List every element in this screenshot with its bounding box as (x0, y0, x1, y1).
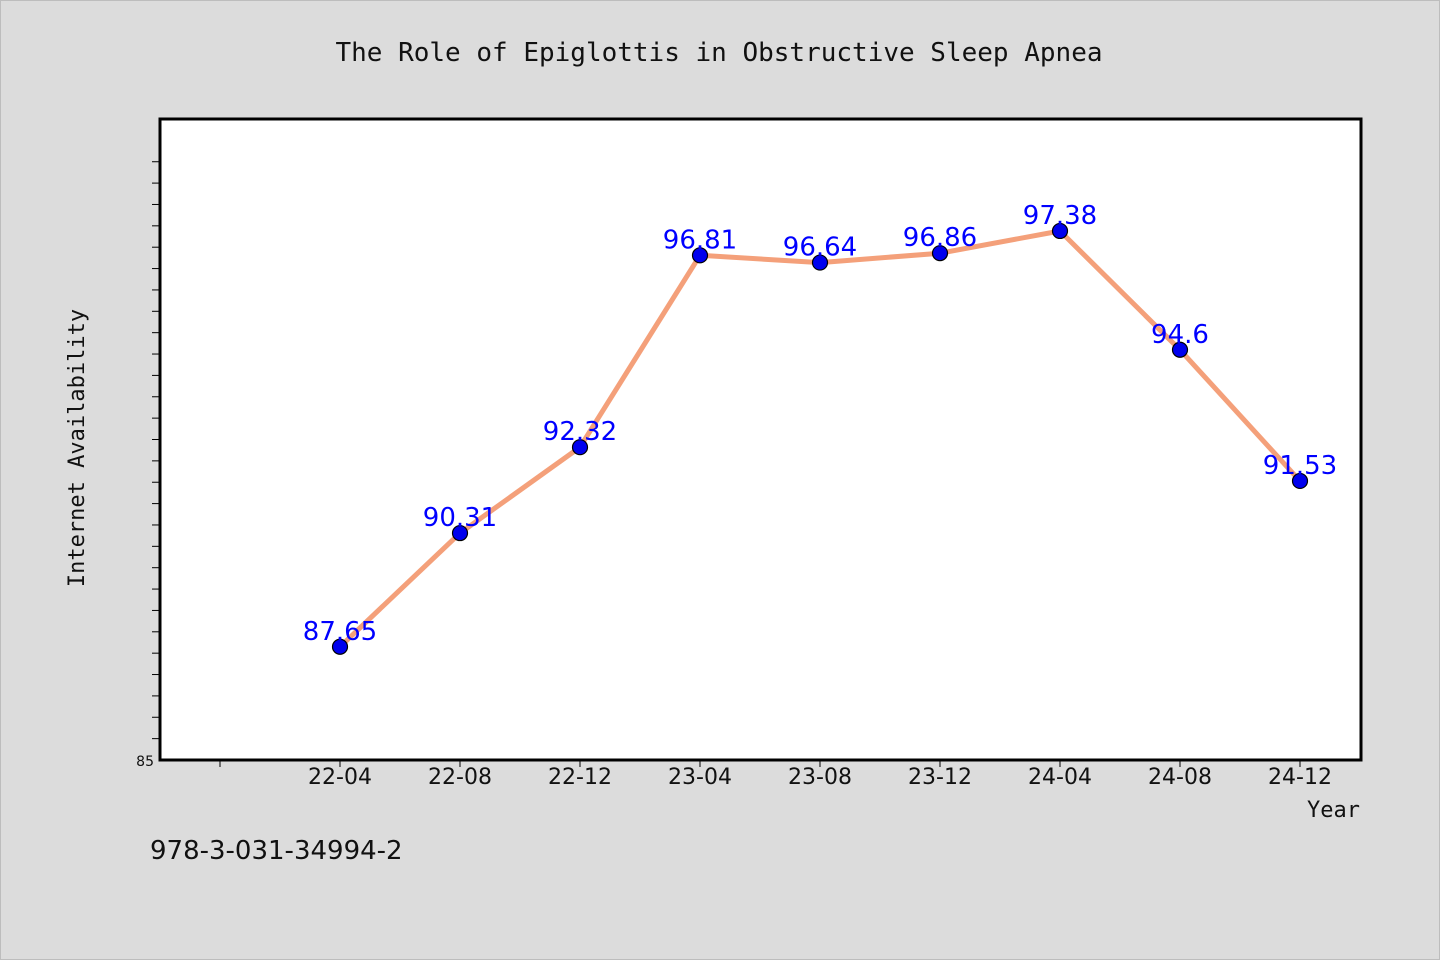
y-axis-ticks (152, 161, 160, 740)
data-point (811, 254, 829, 271)
data-label: 91.53 (1263, 451, 1337, 481)
x-tick-label: 24-08 (1148, 765, 1212, 790)
data-point (451, 524, 469, 542)
data-point (931, 245, 949, 262)
x-axis-title: Year (1307, 798, 1360, 823)
chart-title: The Role of Epiglottis in Obstructive Sl… (335, 38, 1102, 68)
y-tick-label-85: 85 (136, 754, 154, 770)
x-tick-label: 23-04 (668, 765, 732, 790)
x-tick-label: 23-12 (908, 765, 972, 790)
data-point (331, 638, 349, 655)
data-label: 96.86 (903, 223, 977, 253)
data-point (1171, 341, 1189, 358)
data-label: 92.32 (543, 417, 617, 447)
data-label: 90.31 (423, 503, 497, 533)
isbn-text: 978-3-031-34994-2 (150, 836, 403, 866)
x-tick-label: 24-04 (1028, 765, 1092, 790)
x-tick-label: 22-08 (428, 765, 492, 790)
x-tick-label: 22-12 (548, 765, 612, 790)
data-point (571, 439, 589, 456)
series-points (331, 222, 1309, 655)
y-axis-title: Internet Availability (65, 309, 90, 587)
data-labels: 87.65 90.31 92.32 96.81 96.64 96.86 97.38 94.6 9… (303, 201, 1337, 647)
data-point (1051, 222, 1069, 240)
x-tick-label: 22-04 (308, 765, 372, 790)
data-point (1291, 472, 1309, 490)
data-label: 87.65 (303, 617, 377, 647)
data-point (691, 247, 709, 264)
data-label: 94.6 (1151, 320, 1209, 350)
x-tick-label: 23-08 (788, 765, 852, 790)
x-axis-ticks (219, 760, 1301, 767)
plot-area (158, 117, 1363, 762)
x-tick-label: 24-12 (1268, 765, 1332, 790)
x-axis-tick-labels: 22-04 22-08 22-12 23-04 23-08 23-12 24-04 24-08… (308, 765, 1332, 790)
data-label: 97.38 (1023, 201, 1097, 231)
data-label: 96.64 (783, 233, 857, 263)
data-label: 96.81 (663, 225, 737, 255)
